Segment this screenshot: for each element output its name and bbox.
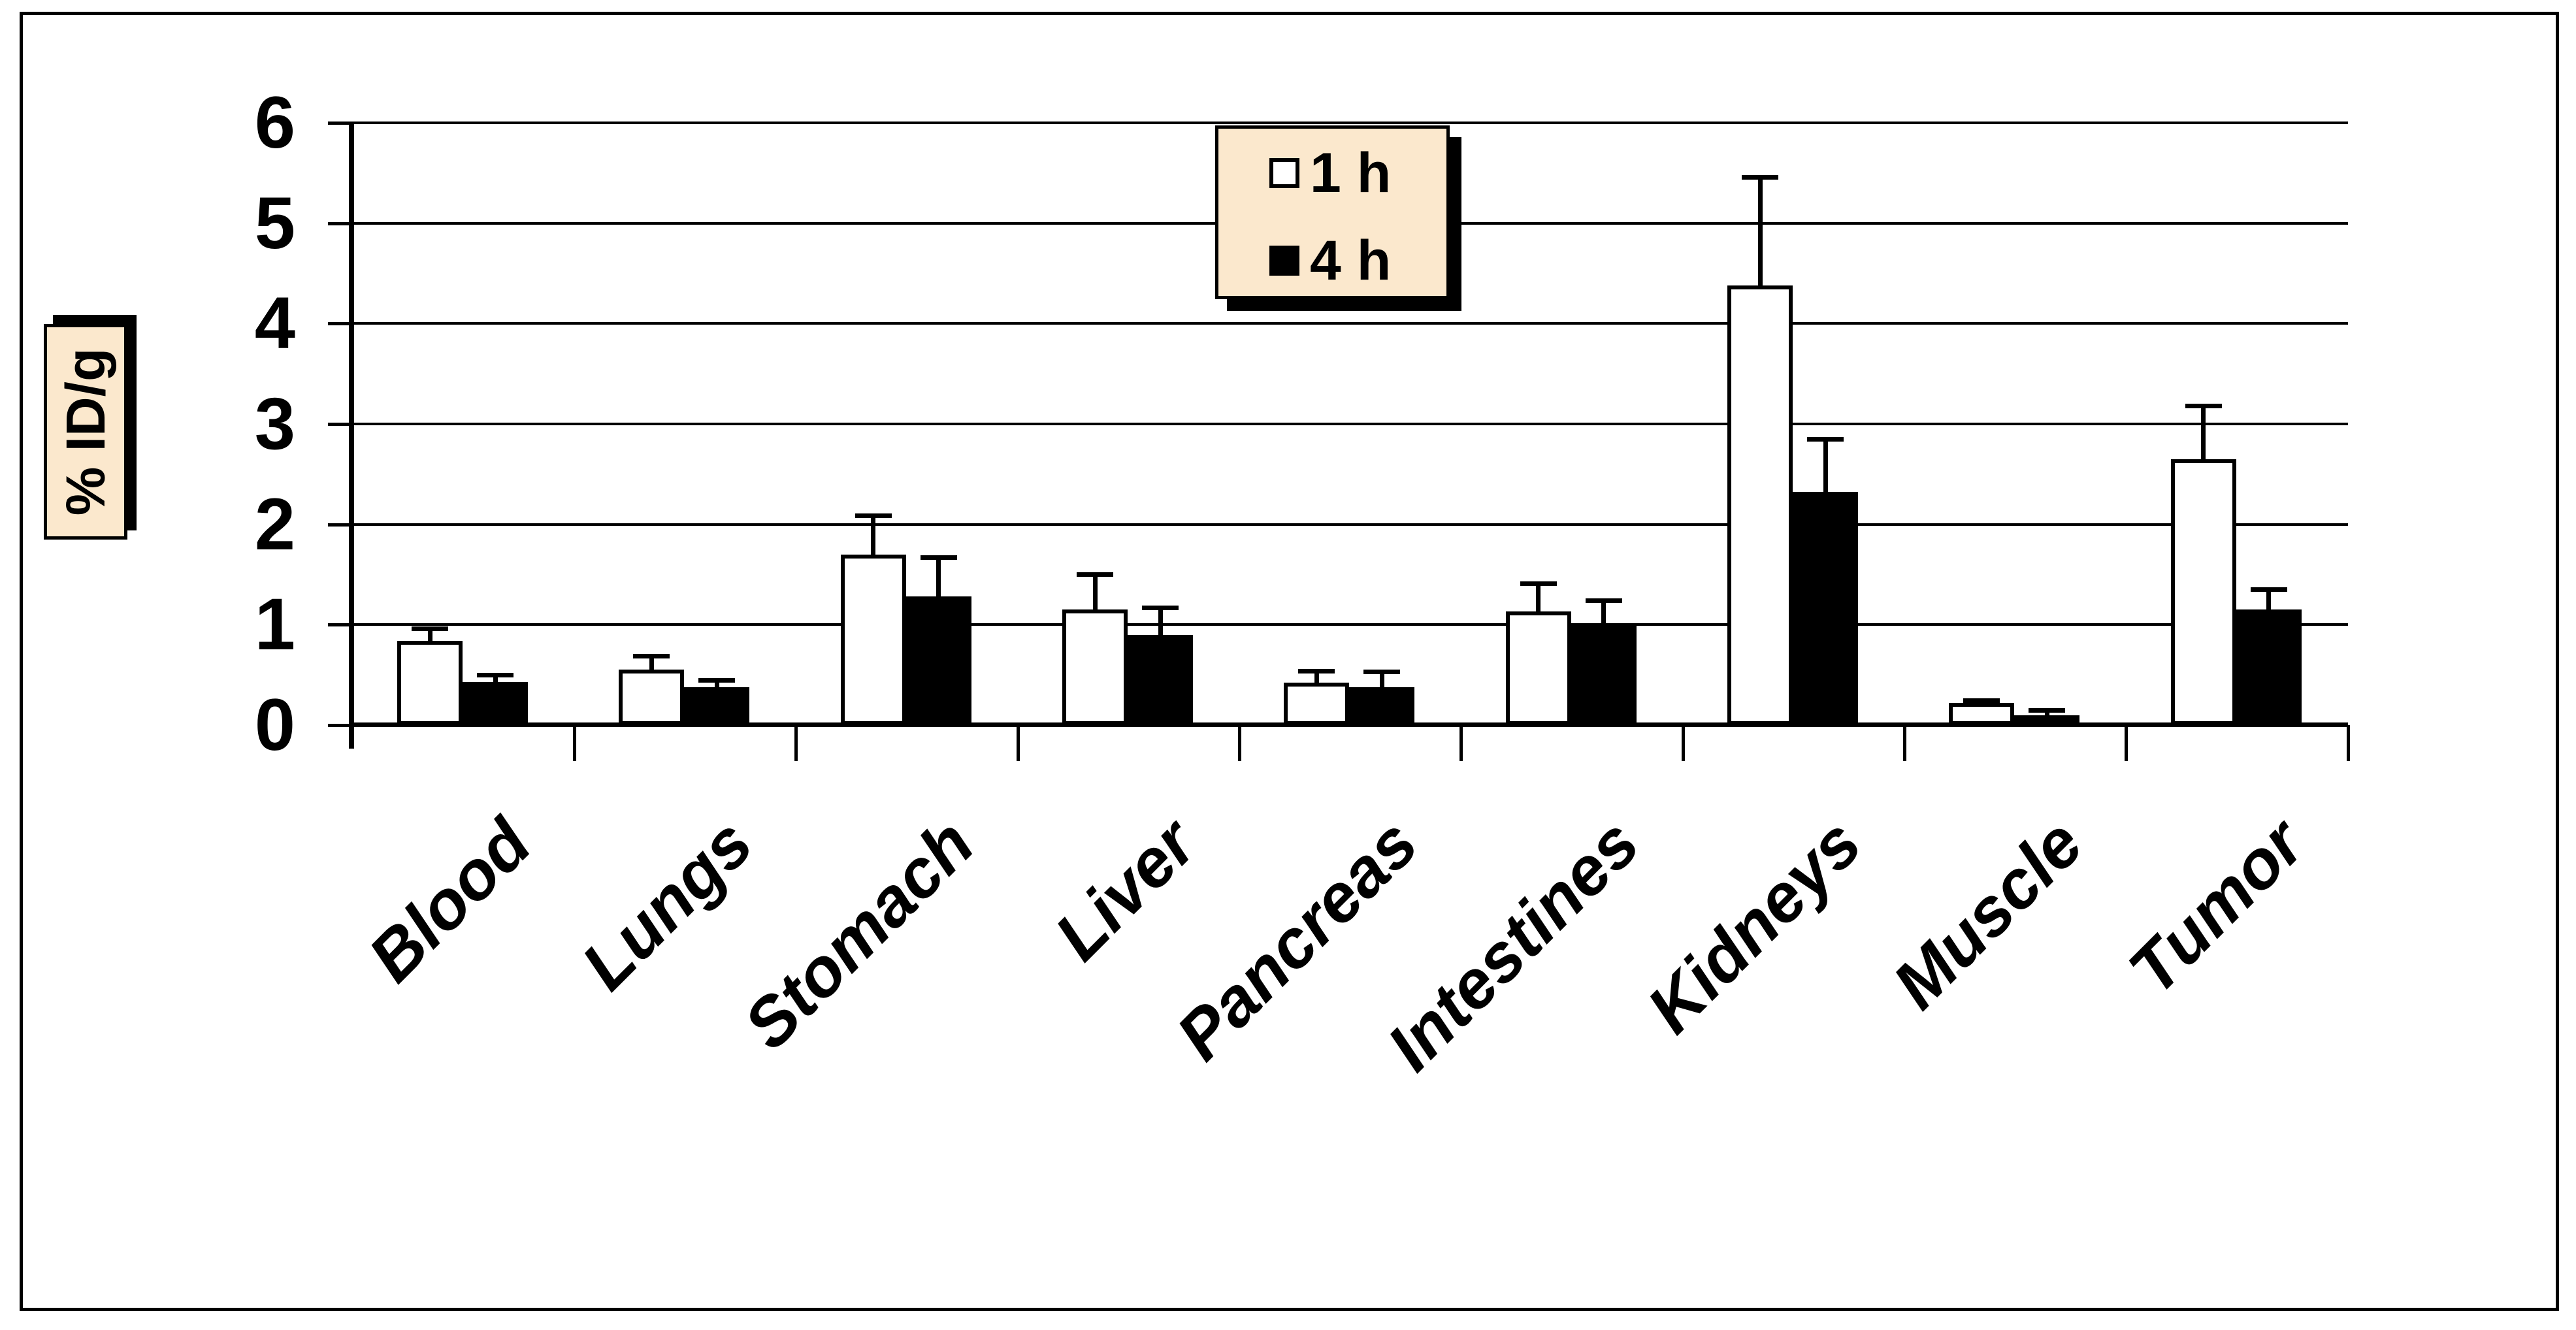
x-axis-tick: [2125, 725, 2128, 761]
error-bar-stem-kidneys: [1757, 179, 1763, 289]
error-bar-cap-kidneys: [1807, 436, 1844, 442]
legend-label-4h: 4 h: [1310, 229, 1392, 292]
bar-1h-stomach: [840, 554, 906, 725]
error-bar-stem-liver: [1092, 577, 1098, 614]
x-axis-tick: [1237, 725, 1241, 761]
error-bar-cap-lungs: [698, 677, 736, 683]
error-bar-cap-kidneys: [1742, 174, 1778, 180]
error-bar-stem-blood: [427, 631, 432, 645]
legend-item-4h: 4 h: [1269, 228, 1391, 293]
error-bar-stem-tumor: [2266, 592, 2272, 614]
y-axis-tick: [328, 523, 353, 527]
y-tick-label: 2: [254, 483, 295, 565]
y-axis-tick: [328, 122, 353, 125]
bar-4h-kidneys: [1793, 492, 1858, 725]
error-bar-stem-intestines: [1601, 603, 1606, 629]
bar-4h-pancreas: [1349, 687, 1415, 725]
error-bar-cap-liver: [1077, 572, 1113, 577]
x-axis-tick: [1681, 725, 1685, 761]
y-tick-label: 5: [254, 182, 295, 264]
bar-4h-intestines: [1571, 624, 1637, 725]
x-axis-line: [353, 722, 2348, 727]
y-tick-label: 6: [254, 82, 295, 163]
bar-4h-lungs: [684, 687, 750, 725]
error-bar-cap-blood: [477, 673, 514, 678]
error-bar-cap-stomach: [920, 555, 957, 560]
error-bar-cap-tumor: [2185, 404, 2222, 409]
x-axis-tick: [1902, 725, 1906, 761]
bar-4h-tumor: [2236, 609, 2302, 725]
error-bar-stem-intestines: [1536, 586, 1541, 616]
y-tick-label: 0: [254, 684, 295, 766]
gridline-y4: [353, 322, 2348, 325]
y-tick-label: 3: [254, 383, 295, 464]
error-bar-cap-lungs: [633, 653, 670, 658]
error-bar-stem-pancreas: [1379, 674, 1384, 691]
y-axis-tick: [328, 423, 353, 426]
gridline-y1: [353, 623, 2348, 626]
error-bar-stem-tumor: [2201, 408, 2206, 463]
y-axis-title: % ID/g: [54, 348, 116, 516]
error-bar-stem-muscle: [2044, 712, 2049, 719]
bar-1h-intestines: [1505, 611, 1571, 725]
y-tick-label: 4: [254, 282, 295, 365]
x-axis-tick: [794, 725, 798, 761]
bar-4h-stomach: [905, 596, 971, 725]
error-bar-stem-pancreas: [1314, 673, 1319, 687]
x-axis-tick: [1016, 725, 1020, 761]
bar-4h-blood: [463, 681, 528, 725]
x-axis-tick: [2346, 725, 2350, 761]
error-bar-cap-intestines: [1585, 598, 1622, 604]
legend: 1 h 4 h: [1215, 125, 1450, 299]
error-bar-stem-lungs: [649, 658, 654, 674]
error-bar-cap-liver: [1142, 606, 1179, 611]
error-bar-stem-stomach: [871, 517, 876, 559]
error-bar-stem-stomach: [936, 560, 941, 601]
y-axis-title-box: % ID/g: [44, 324, 127, 540]
legend-label-1h: 1 h: [1310, 141, 1392, 204]
error-bar-cap-pancreas: [1298, 668, 1335, 673]
legend-item-1h: 1 h: [1269, 140, 1391, 206]
legend-swatch-4h-icon: [1269, 246, 1299, 276]
bar-1h-kidneys: [1727, 285, 1793, 725]
error-bar-cap-tumor: [2250, 587, 2287, 592]
error-bar-stem-blood: [493, 677, 498, 686]
error-bar-cap-muscle: [1963, 698, 2000, 703]
bar-4h-liver: [1128, 634, 1193, 725]
error-bar-cap-stomach: [855, 513, 892, 518]
bar-1h-liver: [1062, 609, 1128, 725]
error-bar-stem-lungs: [714, 682, 719, 691]
y-axis-tick: [328, 623, 353, 627]
error-bar-cap-pancreas: [1363, 670, 1401, 675]
error-bar-stem-muscle: [1979, 702, 1984, 707]
bar-1h-tumor: [2170, 459, 2236, 725]
x-axis-tick: [1459, 725, 1463, 761]
y-tick-label: 1: [254, 583, 295, 666]
gridline-y3: [353, 423, 2348, 425]
gridline-y6: [353, 122, 2348, 124]
error-bar-stem-liver: [1158, 610, 1163, 639]
x-axis-tick: [572, 725, 576, 761]
legend-swatch-1h-icon: [1269, 158, 1299, 188]
error-bar-cap-muscle: [2029, 707, 2066, 713]
gridline-y2: [353, 523, 2348, 526]
error-bar-cap-intestines: [1520, 581, 1557, 587]
y-axis-line: [349, 123, 354, 749]
y-axis-tick: [328, 724, 353, 727]
bar-1h-blood: [397, 640, 463, 725]
error-bar-cap-blood: [412, 626, 448, 632]
bar-1h-lungs: [619, 670, 685, 725]
y-axis-tick: [328, 221, 353, 225]
bar-1h-pancreas: [1284, 683, 1350, 725]
error-bar-stem-kidneys: [1823, 441, 1828, 496]
y-axis-tick: [328, 322, 353, 326]
